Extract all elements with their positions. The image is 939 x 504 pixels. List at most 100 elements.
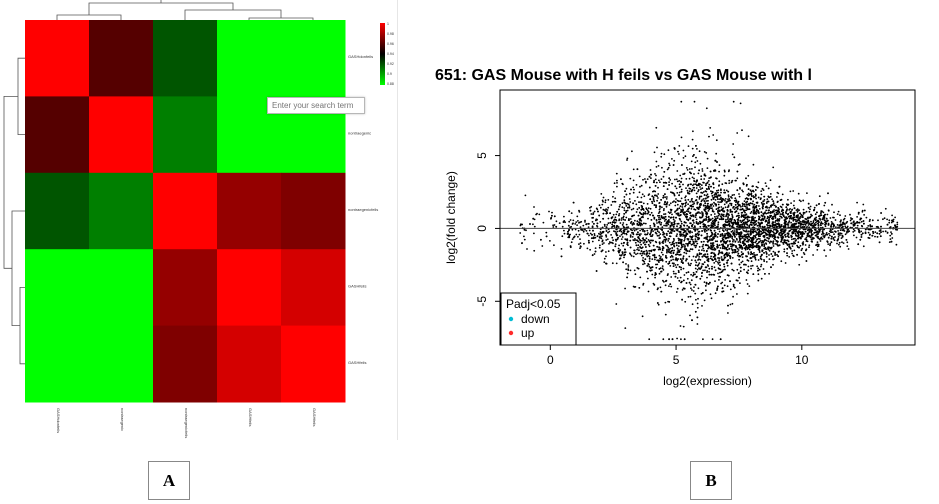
data-point (771, 217, 773, 220)
data-point (682, 208, 684, 211)
data-point (775, 213, 778, 216)
data-point (809, 208, 811, 211)
data-point (720, 252, 723, 254)
data-point (706, 276, 708, 279)
data-point (637, 247, 639, 249)
data-point (749, 257, 752, 259)
search-input[interactable] (267, 97, 365, 114)
data-point (644, 243, 646, 246)
data-point (690, 172, 692, 175)
data-point (763, 259, 765, 261)
data-point (743, 200, 746, 203)
data-point (673, 200, 675, 203)
data-point (774, 224, 777, 227)
data-point (613, 226, 616, 228)
data-point (612, 239, 614, 242)
data-point (804, 230, 807, 233)
data-point (687, 192, 689, 195)
data-point (651, 202, 654, 205)
data-point (589, 206, 591, 209)
data-point (705, 215, 708, 218)
data-point (569, 219, 572, 221)
data-point (641, 239, 643, 242)
data-point (853, 229, 856, 232)
data-point (692, 240, 695, 243)
data-point (659, 259, 661, 262)
data-point (739, 219, 742, 222)
data-point (682, 173, 684, 176)
data-point (858, 221, 861, 224)
data-point (676, 222, 679, 225)
data-point (593, 223, 595, 225)
data-point (684, 155, 687, 158)
data-point (746, 193, 749, 196)
data-point (674, 201, 677, 204)
data-point (816, 211, 818, 214)
data-point (823, 228, 825, 231)
data-point (741, 224, 743, 226)
data-point (676, 170, 679, 172)
data-point (831, 203, 833, 206)
data-point (680, 258, 682, 260)
data-point (834, 231, 837, 233)
row-dendrogram (3, 57, 25, 365)
data-point (698, 206, 701, 209)
data-point (798, 263, 801, 266)
data-point (669, 221, 671, 223)
data-point (761, 249, 764, 252)
data-point (716, 215, 718, 218)
data-point (640, 196, 643, 199)
data-point (599, 221, 602, 223)
data-point (746, 207, 749, 209)
data-point (667, 166, 670, 169)
data-point (700, 292, 703, 295)
data-point (765, 261, 768, 263)
data-point (538, 213, 541, 216)
data-point (670, 285, 673, 288)
data-point (689, 214, 692, 217)
data-point (780, 240, 782, 243)
data-point (662, 175, 665, 178)
data-point (772, 202, 775, 205)
data-point (758, 224, 760, 227)
data-point (621, 182, 624, 185)
data-point (623, 213, 626, 215)
data-point (786, 235, 789, 238)
data-point (651, 234, 654, 236)
data-point (613, 219, 615, 222)
data-point (715, 204, 717, 207)
data-point (757, 279, 760, 282)
data-point (779, 199, 782, 202)
data-point (667, 240, 670, 242)
data-point (888, 219, 891, 222)
data-point (812, 254, 814, 256)
data-point (678, 207, 681, 210)
data-point (736, 250, 739, 253)
data-point (726, 236, 729, 239)
data-point (679, 211, 682, 214)
data-point (776, 196, 778, 198)
data-point (681, 259, 683, 262)
data-point (840, 223, 843, 226)
data-point (672, 216, 675, 219)
data-point (638, 175, 641, 178)
data-point (605, 212, 608, 215)
data-point (691, 238, 694, 241)
data-point (840, 237, 843, 240)
data-point (851, 218, 854, 220)
data-point (741, 208, 744, 211)
data-point (706, 193, 709, 196)
data-point (810, 240, 813, 243)
data-point (734, 236, 736, 238)
data-point (564, 221, 566, 224)
data-point (560, 255, 563, 258)
data-point (855, 236, 858, 239)
data-point (805, 260, 808, 262)
data-point (680, 233, 683, 236)
data-point (615, 232, 618, 235)
data-point (638, 234, 641, 237)
data-point (642, 202, 645, 205)
data-point (702, 254, 705, 256)
data-point (686, 224, 689, 227)
data-point (691, 289, 693, 291)
